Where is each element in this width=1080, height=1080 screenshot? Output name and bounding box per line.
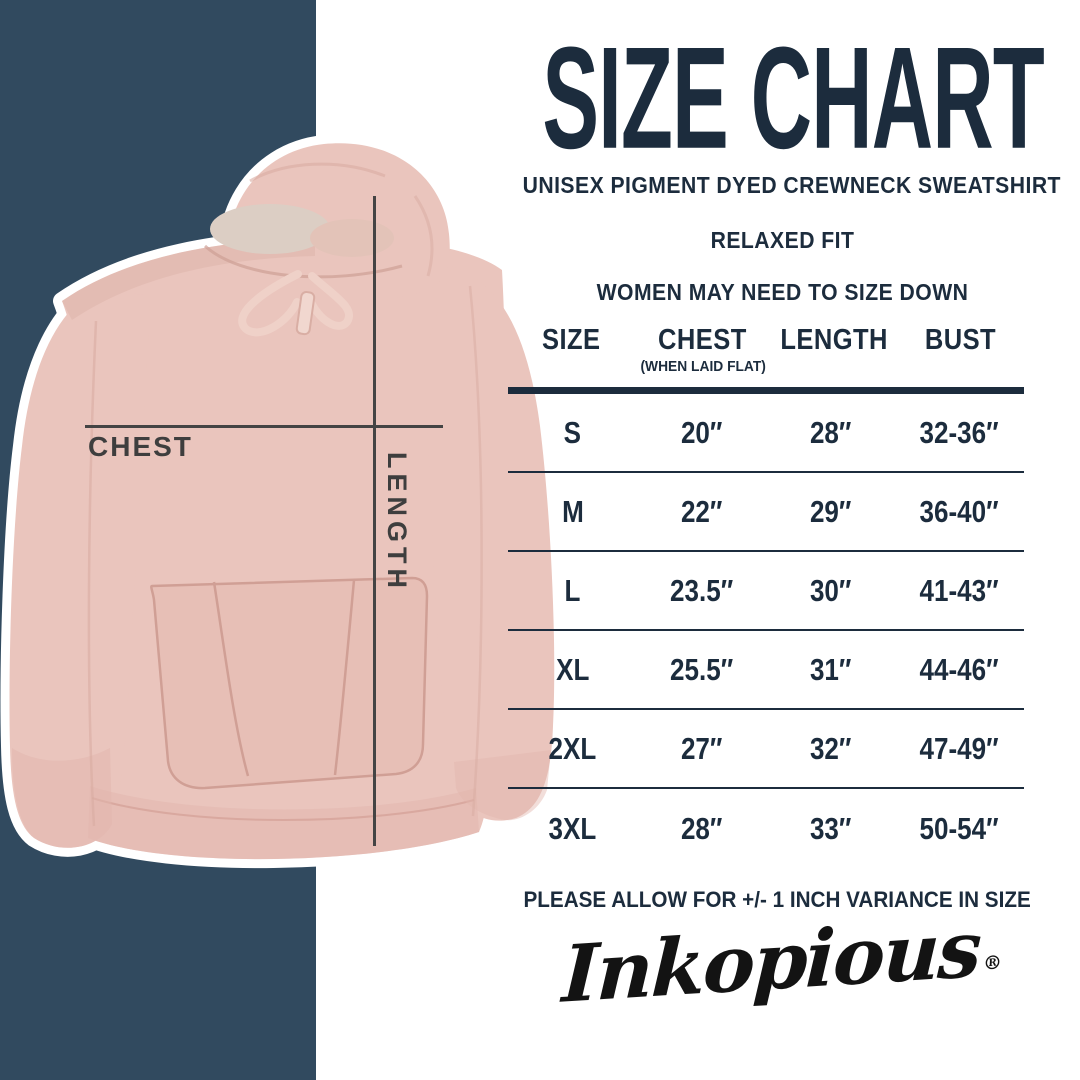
- table-row-3xl: 3XL 28″ 33″ 50-54″: [508, 789, 1024, 868]
- cell-length: 28″: [809, 414, 852, 450]
- col-header-bust-label: BUST: [925, 324, 997, 356]
- subtitle-product: UNISEX PIGMENT DYED CREWNECK SWEATSHIRT: [522, 172, 1061, 198]
- cell-chest: 27″: [680, 730, 723, 766]
- cell-bust: 47-49″: [919, 730, 1000, 766]
- col-header-bust: BUST: [897, 324, 1024, 357]
- col-header-length: LENGTH: [771, 324, 898, 357]
- cell-length: 31″: [809, 651, 852, 687]
- cell-chest: 25.5″: [669, 651, 734, 687]
- cell-chest: 23.5″: [669, 572, 734, 608]
- length-measure-label: LENGTH: [382, 452, 412, 593]
- cell-size: 2XL: [548, 730, 597, 766]
- col-header-chest: CHEST (WHEN LAID FLAT): [635, 324, 771, 375]
- subtitle-fit: RELAXED FIT: [710, 227, 855, 253]
- col-header-chest-label: CHEST: [658, 324, 748, 356]
- chest-laid-flat-note: (WHEN LAID FLAT): [640, 358, 766, 375]
- cell-size: XL: [555, 651, 590, 687]
- cell-bust: 44-46″: [919, 651, 1000, 687]
- cell-length: 32″: [809, 730, 852, 766]
- cell-bust: 32-36″: [919, 414, 1000, 450]
- page-title: SIZE CHART: [542, 17, 1044, 180]
- table-row-s: S 20″ 28″ 32-36″: [508, 394, 1024, 473]
- subtitle-sizing-advice: WOMEN MAY NEED TO SIZE DOWN: [596, 279, 969, 305]
- cell-length: 29″: [809, 493, 852, 529]
- cell-size: L: [564, 572, 581, 608]
- cell-chest: 22″: [680, 493, 723, 529]
- cell-bust: 41-43″: [919, 572, 1000, 608]
- col-header-size: SIZE: [508, 324, 635, 357]
- size-chart-panel: SIZE CHART UNISEX PIGMENT DYED CREWNECK …: [500, 0, 1065, 1080]
- registered-trademark-icon: ®: [982, 951, 1003, 975]
- cell-length: 30″: [809, 572, 852, 608]
- size-table: SIZE CHEST (WHEN LAID FLAT) LENGTH BUST S…: [508, 322, 1024, 868]
- table-header-row: SIZE CHEST (WHEN LAID FLAT) LENGTH BUST: [508, 322, 1024, 394]
- table-row-2xl: 2XL 27″ 32″ 47-49″: [508, 710, 1024, 789]
- hoodie-product-photo: [0, 126, 565, 886]
- table-row-xl: XL 25.5″ 31″ 44-46″: [508, 631, 1024, 710]
- cell-length: 33″: [809, 810, 852, 846]
- length-measure-line: [373, 196, 376, 846]
- table-row-l: L 23.5″ 30″ 41-43″: [508, 552, 1024, 631]
- table-row-m: M 22″ 29″ 36-40″: [508, 473, 1024, 552]
- col-header-size-label: SIZE: [542, 324, 601, 356]
- cell-bust: 50-54″: [919, 810, 1000, 846]
- cell-size: 3XL: [548, 810, 597, 846]
- hoodie-illustration: [0, 126, 565, 886]
- cell-chest: 20″: [680, 414, 723, 450]
- col-header-length-label: LENGTH: [780, 324, 888, 356]
- variance-footnote: PLEASE ALLOW FOR +/- 1 INCH VARIANCE IN …: [523, 887, 1031, 912]
- brand-logo: Inkopious®: [499, 899, 1067, 1025]
- cell-size: S: [563, 414, 582, 450]
- chest-measure-line: [85, 425, 443, 428]
- brand-logo-text: Inkopious: [560, 903, 982, 1021]
- cell-size: M: [561, 493, 584, 529]
- cell-chest: 28″: [680, 810, 723, 846]
- chest-measure-label: CHEST: [88, 431, 193, 462]
- cell-bust: 36-40″: [919, 493, 1000, 529]
